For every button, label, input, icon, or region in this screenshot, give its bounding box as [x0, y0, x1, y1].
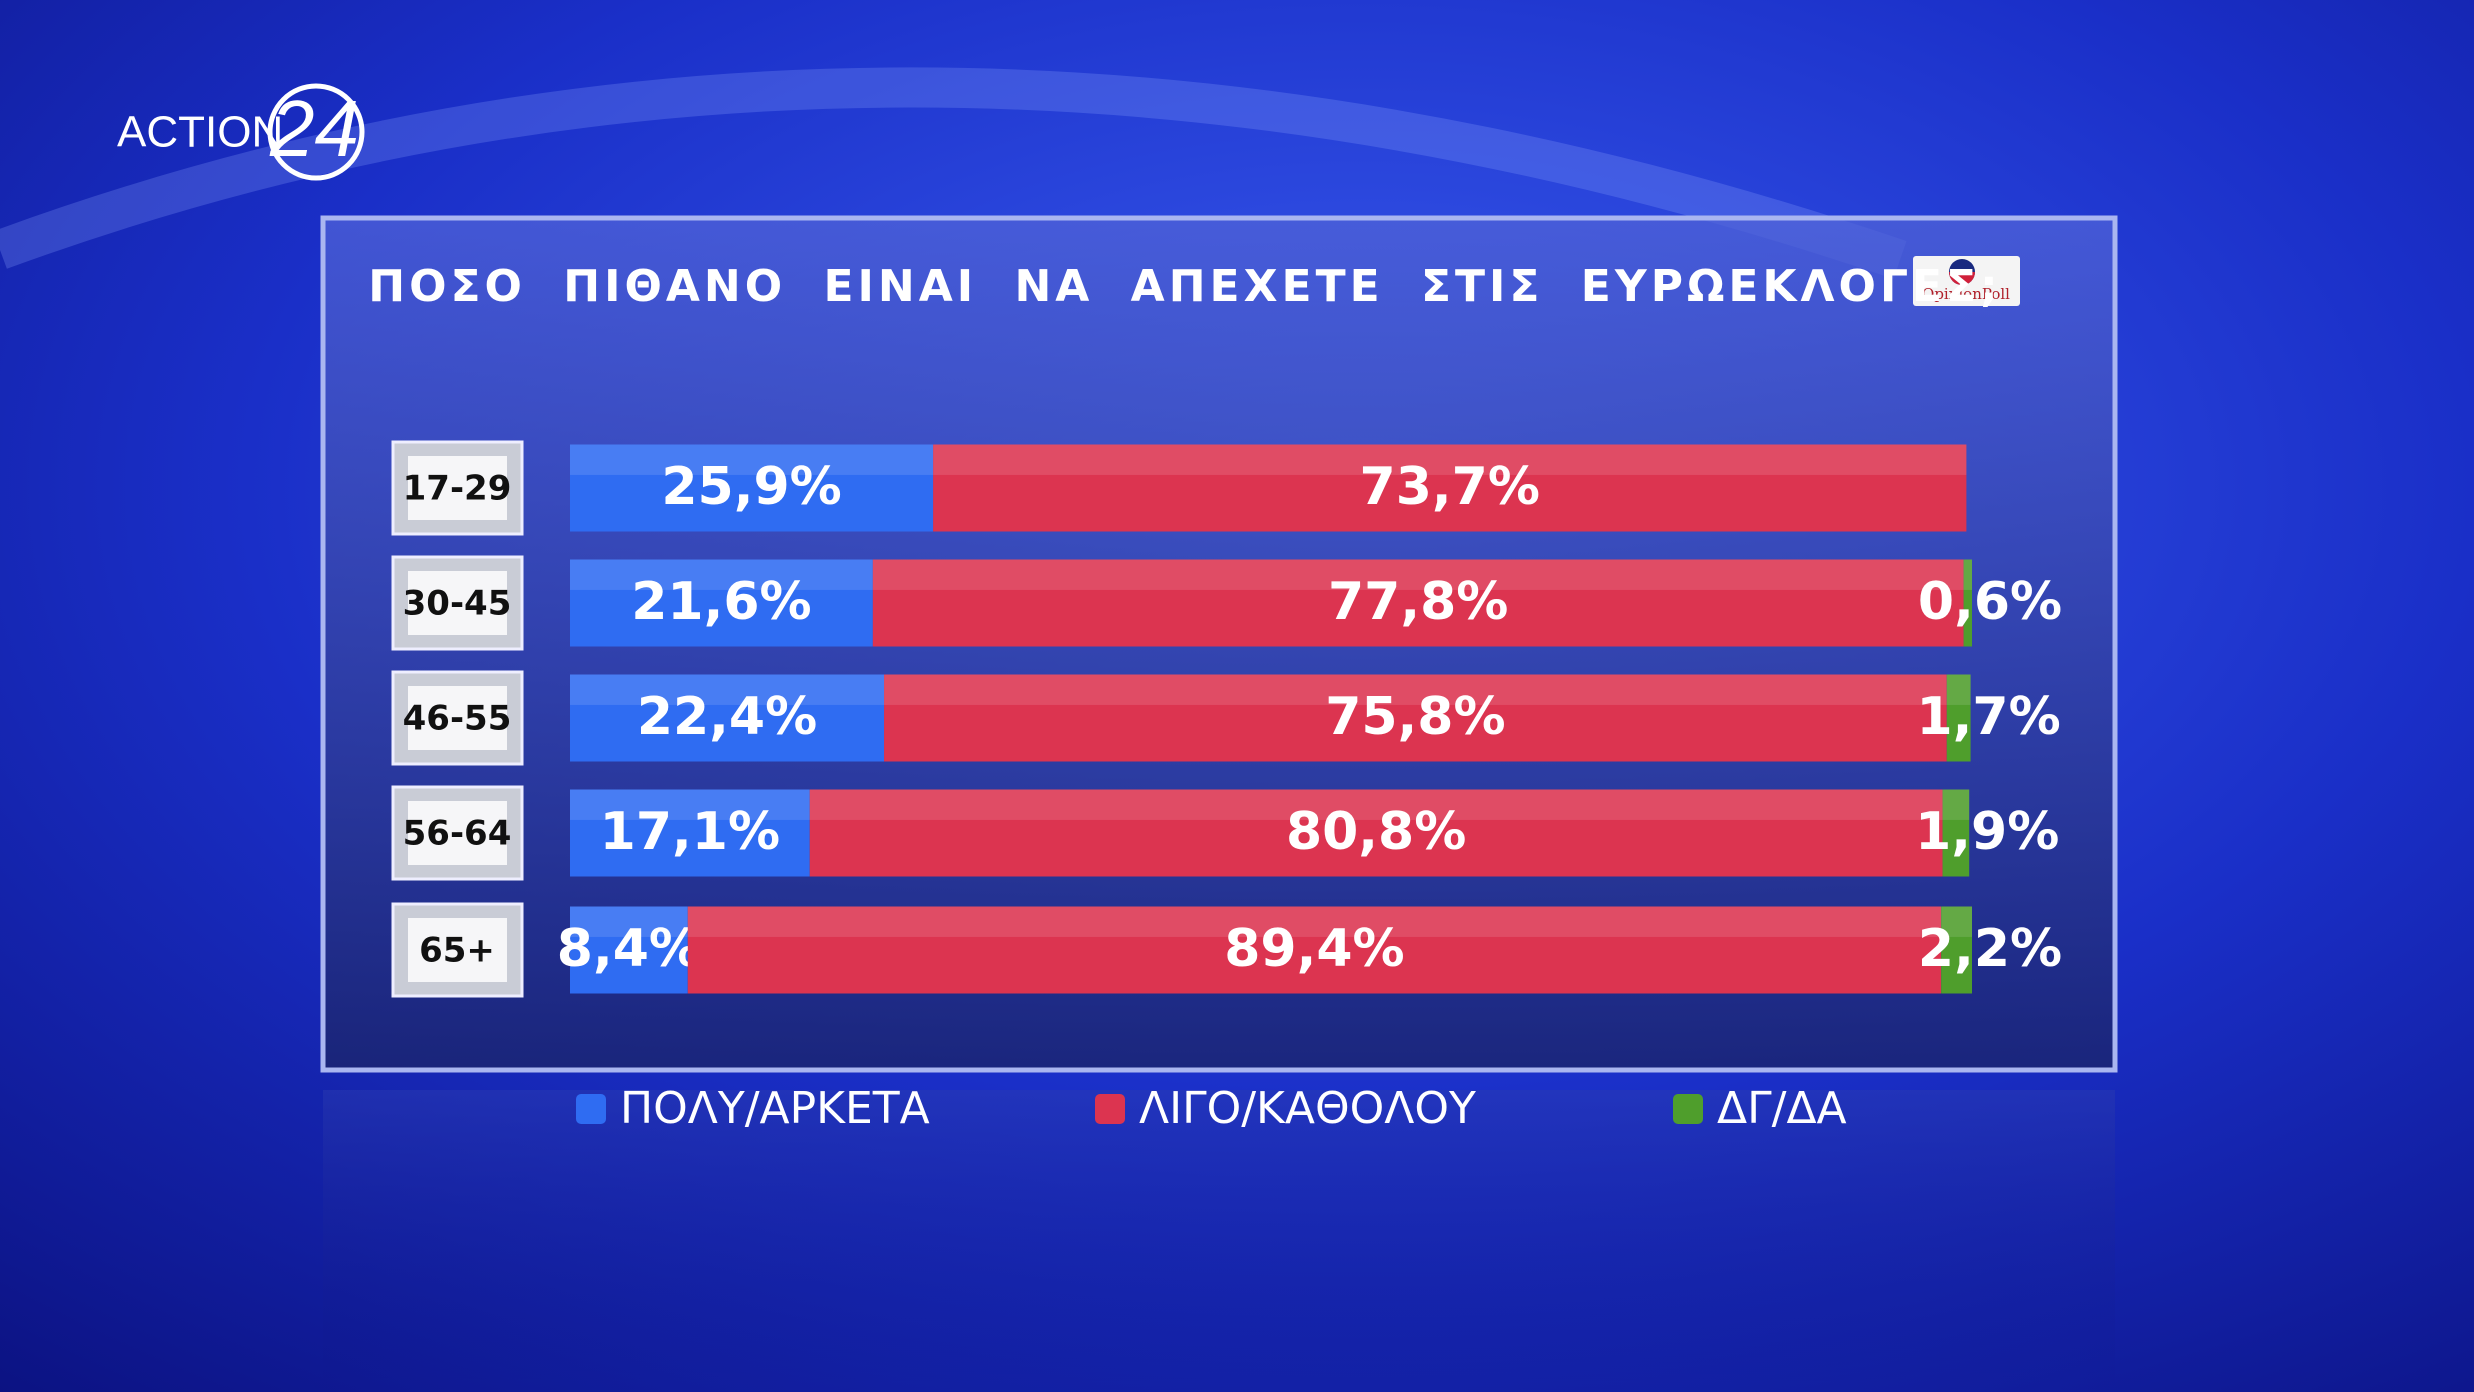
bar-highlight: [570, 674, 885, 705]
value-label: 80,8%: [1286, 802, 1466, 862]
category-label: 56-64: [403, 814, 512, 854]
legend-swatch: [576, 1094, 606, 1124]
value-label: 0,6%: [1918, 572, 2062, 632]
category-label: 17-29: [403, 469, 512, 509]
legend-label: ΛΙΓΟ/ΚΑΘΟΛΟΥ: [1139, 1083, 1476, 1134]
bar-segment: [933, 444, 1967, 532]
chart-title: ΠΟΣΟ ΠΙΘΑΝΟ ΕΙΝΑΙ ΝΑ ΑΠΕΧΕΤΕ ΣΤΙΣ ΕΥΡΩΕΚ…: [368, 261, 2001, 312]
bar-highlight: [570, 559, 873, 590]
bar-segment: [1941, 906, 1972, 994]
legend-label: ΠΟΛΥ/ΑΡΚΕΤΑ: [620, 1083, 930, 1134]
bar-segment: [884, 674, 1947, 762]
bar-segment: [570, 906, 688, 994]
value-label: 25,9%: [661, 457, 841, 517]
category-box-inner: [408, 571, 507, 635]
category-box-inner: [408, 801, 507, 865]
category-label: 30-45: [403, 584, 512, 624]
bar-segment: [872, 559, 1964, 647]
legend-swatch: [1673, 1094, 1703, 1124]
bar-highlight: [570, 789, 810, 820]
bar-highlight: [1941, 906, 1972, 937]
category-box-inner: [408, 686, 507, 750]
value-label: 1,9%: [1915, 802, 2059, 862]
value-label: 77,8%: [1328, 572, 1508, 632]
bar-highlight: [1942, 789, 1970, 820]
bar-highlight: [809, 789, 1943, 820]
legend-label: ΔΓ/ΔΑ: [1717, 1083, 1847, 1134]
pollster-logo-dot-half: [1949, 272, 1975, 285]
bar-highlight: [884, 674, 1947, 705]
category-box-inner: [408, 918, 507, 982]
bar-segment: [809, 789, 1943, 877]
bar-segment: [1963, 559, 1972, 647]
bar-segment: [570, 674, 885, 762]
value-label: 21,6%: [631, 572, 811, 632]
bar-segment: [570, 444, 934, 532]
legend-swatch: [1095, 1094, 1125, 1124]
bar-segment: [687, 906, 1942, 994]
category-label: 46-55: [403, 699, 512, 739]
channel-logo: ACTION: [117, 108, 283, 157]
value-label: 1,7%: [1916, 687, 2060, 747]
value-label: 22,4%: [637, 687, 817, 747]
bar-highlight: [570, 444, 934, 475]
bar-highlight: [872, 559, 1964, 590]
background-swoosh: [0, 67, 1907, 279]
bar-highlight: [1963, 559, 1972, 590]
reflection: [323, 1090, 2115, 1390]
bar-segment: [1946, 674, 1971, 762]
value-label: 73,7%: [1360, 457, 1540, 517]
bar-segment: [570, 559, 873, 647]
bar-highlight: [933, 444, 1967, 475]
category-label: 65+: [419, 931, 495, 971]
value-label: 2,2%: [1918, 919, 2062, 979]
bar-highlight: [687, 906, 1942, 937]
value-label: 8,4%: [557, 919, 701, 979]
pollster-logo: OpinionPoll: [1922, 285, 2010, 303]
bar-highlight: [570, 906, 688, 937]
value-label: 17,1%: [600, 802, 780, 862]
value-label: 89,4%: [1224, 919, 1404, 979]
bar-segment: [570, 789, 810, 877]
category-box-inner: [408, 456, 507, 520]
bar-highlight: [1946, 674, 1971, 705]
bar-segment: [1942, 789, 1970, 877]
value-label: 75,8%: [1325, 687, 1505, 747]
logo-ring: [267, 83, 365, 181]
